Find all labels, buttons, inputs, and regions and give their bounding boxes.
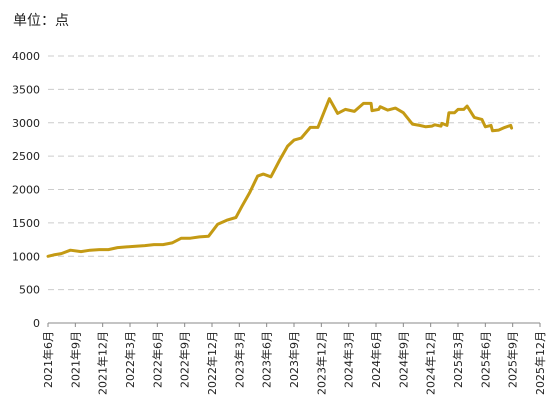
y-tick-label: 500 bbox=[19, 284, 40, 297]
series-line bbox=[46, 97, 514, 258]
x-tick-label: 2024年3月 bbox=[342, 331, 356, 388]
y-tick-label: 2500 bbox=[12, 150, 40, 163]
x-tick-label: 2022年12月 bbox=[205, 331, 219, 395]
x-tick-label: 2023年9月 bbox=[287, 331, 301, 388]
x-tick-label: 2025年3月 bbox=[451, 331, 465, 388]
y-axis-ticks: 0 500 1000 1500 2000 2500 3000 3500 4000 bbox=[12, 50, 40, 330]
x-tick-label: 2025年12月 bbox=[533, 331, 547, 395]
x-tick-label: 2021年12月 bbox=[96, 331, 110, 395]
y-tick-label: 1000 bbox=[12, 250, 40, 263]
x-tick-label: 2022年6月 bbox=[150, 331, 164, 388]
x-tick-label: 2023年3月 bbox=[232, 331, 246, 388]
y-tick-label: 2000 bbox=[12, 184, 40, 197]
y-tick-label: 0 bbox=[33, 317, 40, 330]
grid-lines bbox=[48, 55, 540, 291]
x-axis: 2021年6月 2021年9月 2021年12月 2022年3月 2022年6月 2022… bbox=[41, 322, 547, 395]
unit-label: 单位：点 bbox=[13, 13, 69, 29]
y-tick-label: 3500 bbox=[12, 83, 40, 96]
x-tick-label: 2021年9月 bbox=[68, 331, 82, 388]
x-tick-label: 2024年9月 bbox=[396, 331, 410, 388]
y-tick-label: 3000 bbox=[12, 117, 40, 130]
x-tick-label: 2024年12月 bbox=[424, 331, 438, 395]
y-tick-label: 4000 bbox=[12, 50, 40, 63]
x-tick-label: 2024年6月 bbox=[369, 331, 383, 388]
x-tick-label: 2025年9月 bbox=[506, 331, 520, 388]
x-tick-label: 2025年6月 bbox=[478, 331, 492, 388]
y-tick-label: 1500 bbox=[12, 217, 40, 230]
x-tick-label: 2022年9月 bbox=[178, 331, 192, 388]
x-tick-label: 2022年3月 bbox=[123, 331, 137, 388]
x-tick-label: 2023年6月 bbox=[260, 331, 274, 388]
x-tick-label: 2023年12月 bbox=[314, 331, 328, 395]
series-layer bbox=[46, 97, 514, 258]
x-tick-label: 2021年6月 bbox=[41, 331, 55, 388]
